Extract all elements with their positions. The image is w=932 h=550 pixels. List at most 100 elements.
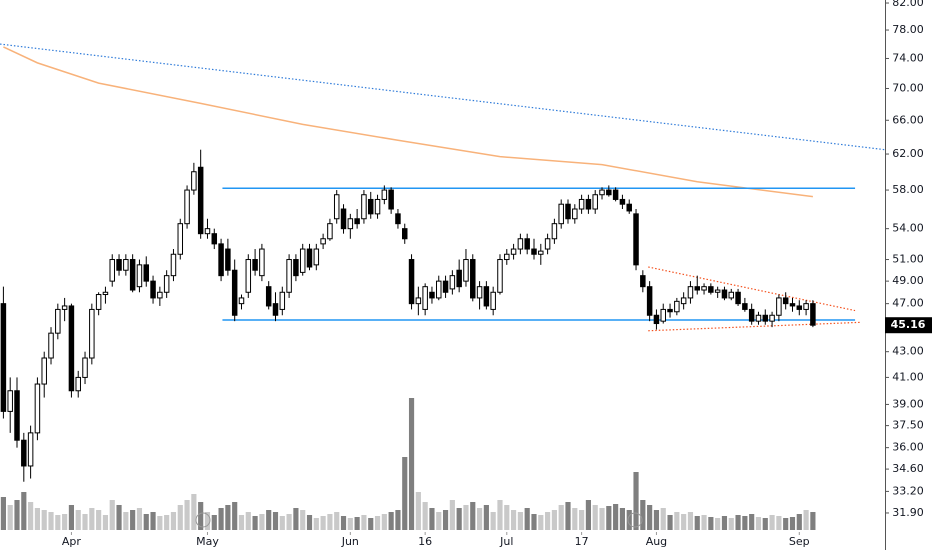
x-tick-label: 16 — [418, 535, 432, 548]
volume-bar — [266, 510, 272, 530]
candle-body — [429, 291, 435, 299]
overlay-line — [3, 46, 813, 198]
volume-bar — [511, 510, 517, 530]
volume-bar — [395, 510, 401, 530]
volume-bar — [82, 514, 88, 530]
candle-body — [755, 314, 762, 322]
candle-body — [395, 213, 401, 225]
volume-bar — [442, 510, 449, 530]
volume-bar — [721, 516, 728, 530]
volume-bar — [259, 514, 265, 530]
candle-body — [803, 303, 809, 310]
volume-bar — [694, 516, 700, 530]
volume-bar — [89, 508, 95, 530]
candle-body — [640, 275, 646, 288]
candle-body — [129, 259, 136, 291]
candle-body — [347, 218, 354, 230]
x-tick-label: 17 — [575, 535, 589, 548]
volume-bar — [238, 515, 245, 530]
volume-bar — [68, 505, 75, 530]
volume-bar — [647, 505, 653, 530]
y-tick-label: 74.00 — [892, 51, 924, 64]
candle-body — [136, 264, 143, 288]
volume-bar — [422, 502, 428, 530]
y-tick-label: 78.00 — [892, 23, 924, 36]
candle-body — [510, 248, 517, 255]
volume-bar — [565, 502, 571, 530]
candle-body — [75, 376, 81, 392]
candle-body — [442, 280, 449, 293]
volume-bar — [524, 508, 530, 530]
volume-bar — [157, 516, 163, 530]
candle-body — [218, 243, 224, 277]
volume-bar — [762, 518, 768, 530]
y-tick-label: 58.00 — [892, 183, 924, 196]
candle-body — [544, 238, 551, 250]
y-tick-label: 66.00 — [892, 113, 924, 126]
candle-body — [109, 259, 115, 282]
volume-bar — [674, 512, 680, 530]
volume-bar — [96, 510, 102, 530]
volume-bar — [803, 510, 809, 530]
volume-bar — [41, 510, 47, 530]
volume-bar — [204, 512, 211, 530]
candle-body — [123, 259, 129, 271]
candle-body — [463, 259, 469, 282]
candle-body — [517, 238, 524, 250]
volume-bar — [531, 514, 537, 530]
candle-body — [408, 259, 415, 305]
candle-body — [748, 308, 755, 322]
volume-bar — [687, 512, 694, 530]
candle-body — [422, 286, 428, 310]
candle-body — [306, 248, 313, 268]
volume-bar — [388, 512, 394, 530]
volume-bar — [783, 518, 789, 530]
candle-body — [89, 308, 95, 359]
volume-bar — [715, 518, 721, 530]
volume-bar — [558, 505, 564, 530]
volume-bar — [34, 508, 40, 530]
volume-bar — [810, 512, 816, 530]
volume-bar — [272, 512, 279, 530]
volume-bar — [640, 500, 646, 530]
volume-bar — [436, 512, 442, 530]
candle-body — [95, 294, 102, 310]
candle-body — [565, 203, 571, 220]
volume-bar — [245, 512, 251, 530]
candle-body — [762, 314, 769, 322]
candle-body — [252, 259, 258, 271]
candle-body — [524, 238, 530, 250]
volume-bar — [429, 508, 435, 530]
candle-body — [667, 308, 673, 313]
volume-bar — [415, 492, 421, 530]
volume-bar — [300, 510, 306, 530]
volume-bar — [0, 497, 6, 530]
candle-body — [48, 332, 54, 359]
candle-body — [7, 390, 13, 412]
candle-body — [0, 303, 7, 412]
volume-bar — [279, 516, 285, 530]
candle-body — [728, 291, 735, 299]
candle-body — [388, 189, 394, 210]
x-tick-label: Sep — [789, 535, 810, 548]
volume-bar — [728, 518, 734, 530]
volume-bar — [776, 516, 782, 530]
candle-body — [415, 297, 422, 305]
candle-body — [231, 269, 238, 316]
volume-bar — [191, 494, 197, 530]
candle-body — [211, 233, 218, 245]
candle-body — [245, 259, 252, 293]
candle-body — [68, 305, 75, 392]
volume-bar — [579, 510, 585, 530]
volume-bar — [7, 505, 13, 530]
volume-bar — [606, 506, 612, 530]
volume-bar — [551, 510, 557, 530]
volume-bar — [476, 508, 483, 530]
candle-body — [776, 297, 782, 316]
candle-body — [197, 166, 204, 235]
candle-body — [538, 250, 544, 255]
candle-body — [265, 286, 272, 307]
volume-bar — [48, 512, 54, 530]
candle-body — [14, 390, 20, 441]
